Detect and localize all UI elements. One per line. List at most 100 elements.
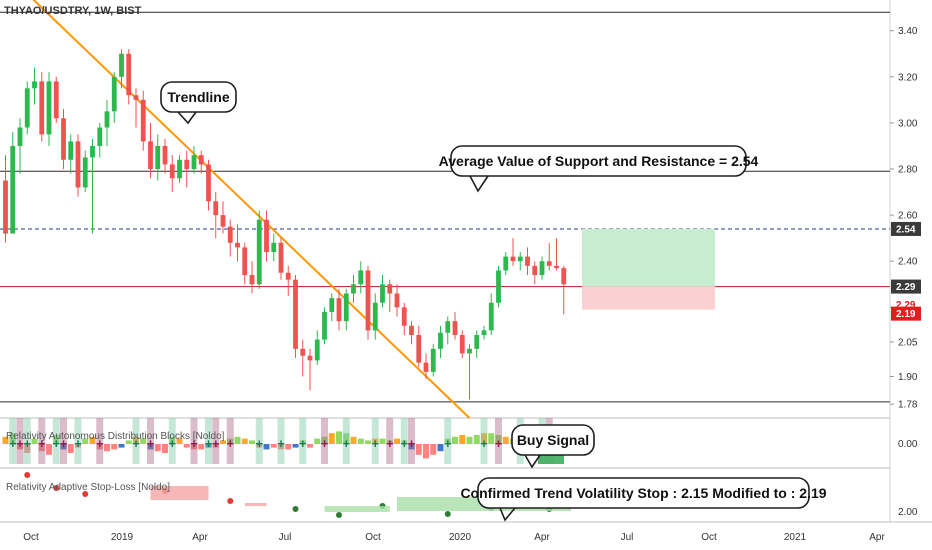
- distribution-block-bar: [198, 444, 205, 450]
- signal-band-red: [147, 418, 154, 464]
- y-tick-label: 2.60: [898, 211, 918, 222]
- signal-plus-icon: +: [9, 436, 17, 451]
- candle-body: [525, 256, 530, 266]
- x-tick-label: 2019: [111, 532, 134, 543]
- signal-band-red: [408, 418, 415, 464]
- distribution-block-bar: [437, 444, 444, 452]
- indicator2-y-tick: 2.00: [898, 507, 918, 518]
- buy-signal-callout: Buy Signal: [511, 424, 595, 469]
- distribution-block-bar: [60, 444, 67, 450]
- distribution-block-bar: [401, 440, 408, 444]
- y-tick-label: 2.80: [898, 165, 918, 176]
- candle-body: [169, 164, 175, 179]
- signal-band-green: [9, 418, 17, 464]
- stop-loss-dot: [82, 491, 89, 497]
- candle-body: [271, 242, 277, 252]
- candle-body: [220, 215, 226, 227]
- signal-band-red: [495, 418, 502, 464]
- candle-body: [3, 180, 8, 234]
- candle-body: [82, 157, 88, 188]
- x-tick-label: Apr: [192, 532, 208, 543]
- trendline-callout-text: Trendline: [167, 89, 229, 105]
- x-tick-label: Oct: [701, 532, 717, 543]
- candle-body: [300, 348, 306, 356]
- candle-body: [554, 265, 559, 269]
- x-tick-label: 2020: [449, 532, 472, 543]
- candle-body: [293, 279, 298, 349]
- distribution-block-bar: [17, 444, 23, 450]
- y-tick-label: 3.00: [898, 118, 918, 129]
- trendline-callout-tail: [177, 111, 197, 125]
- distribution-block-bar: [24, 444, 31, 453]
- candle-body: [90, 145, 95, 158]
- distribution-block-bar: [162, 444, 168, 453]
- distribution-block-bar: [31, 438, 38, 444]
- distribution-block-bar: [270, 444, 277, 448]
- distribution-block-bar: [256, 444, 263, 448]
- signal-plus-icon: +: [480, 436, 488, 451]
- signal-plus-icon: +: [212, 436, 220, 451]
- distribution-block-bar: [314, 438, 321, 444]
- distribution-block-bar: [140, 438, 147, 444]
- candle-body: [24, 88, 30, 128]
- candle-body: [329, 298, 335, 312]
- x-tick-label: Apr: [869, 532, 885, 543]
- y-tick-label: 1.78: [898, 400, 918, 411]
- indicator1-y-tick: 0.00: [898, 439, 918, 450]
- stop-loss-dot: [24, 472, 31, 478]
- signal-band-red: [226, 418, 234, 464]
- candle-body: [358, 270, 364, 285]
- candle-body: [459, 335, 465, 354]
- y-tick-label: 2.05: [898, 337, 918, 348]
- distribution-block-bar: [183, 444, 190, 448]
- candle-body: [474, 335, 480, 349]
- candle-body: [503, 256, 509, 271]
- stop-volatility-callout: Confirmed Trend Volatility Stop : 2.15 M…: [460, 477, 827, 522]
- signal-plus-icon: +: [190, 436, 198, 451]
- candle-body: [351, 284, 356, 294]
- distribution-block-bar: [82, 438, 89, 444]
- trendline-callout: Trendline: [160, 81, 237, 125]
- signal-plus-icon: +: [226, 436, 234, 451]
- distribution-block-bar: [466, 436, 473, 444]
- candle-body: [539, 261, 545, 276]
- price-badge-label: 2.19: [896, 309, 916, 320]
- candle-body: [365, 270, 371, 331]
- signal-band-red: [386, 418, 394, 464]
- y-tick-label: 1.90: [898, 372, 918, 383]
- x-tick-label: Oct: [23, 532, 39, 543]
- signal-band-green: [480, 418, 488, 464]
- candle-body: [452, 321, 458, 335]
- signal-plus-icon: +: [96, 436, 104, 451]
- signal-band-green: [168, 418, 176, 464]
- signal-band-green: [205, 418, 212, 464]
- candle-body: [423, 362, 429, 372]
- average-callout-tail: [469, 175, 489, 193]
- signal-plus-icon: +: [74, 436, 82, 451]
- distribution-block-bar: [285, 444, 292, 450]
- distribution-block-bar: [125, 440, 132, 444]
- candle-body: [314, 339, 320, 361]
- price-badge-label: 2.29: [896, 300, 916, 311]
- signal-band-red: [60, 418, 67, 464]
- signal-plus-icon: +: [299, 436, 307, 451]
- candle-body: [140, 99, 146, 142]
- candle-body: [561, 268, 567, 285]
- candle-body: [430, 348, 436, 372]
- target-zone: [582, 228, 715, 287]
- candle-body: [336, 298, 342, 322]
- candle-body: [227, 226, 233, 243]
- candle-body: [148, 141, 153, 169]
- candle-body: [546, 261, 552, 266]
- candle-body: [467, 348, 472, 354]
- trendline-callout-box: [160, 81, 237, 113]
- candle-body: [394, 293, 400, 308]
- signal-band-green: [23, 418, 31, 464]
- signal-band-green: [255, 418, 263, 464]
- distribution-block-bar: [133, 436, 139, 444]
- y-tick-label: 3.20: [898, 72, 918, 83]
- candle-body: [481, 330, 487, 335]
- signal-plus-icon: +: [495, 436, 503, 451]
- candle-body: [372, 302, 378, 331]
